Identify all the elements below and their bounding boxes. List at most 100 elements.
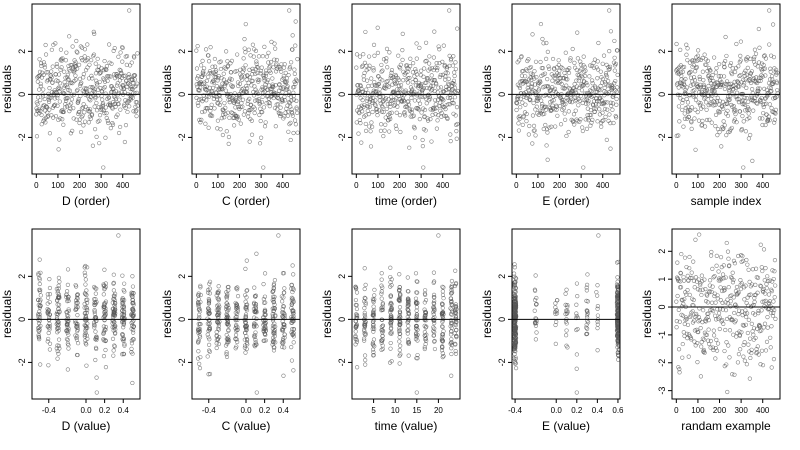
scatter-point [75,322,80,327]
scatter-point [414,41,419,46]
scatter-point [453,66,459,72]
scatter-point [432,106,437,112]
scatter-point [280,90,285,95]
scatter-point [397,305,403,310]
scatter-point [229,70,234,75]
scatter-point [595,348,600,353]
scatter-point [706,318,711,323]
scatter-point [220,87,225,92]
scatter-point [431,270,437,275]
y-tick-label: 2 [337,274,347,279]
scatter-point [565,304,570,309]
scatter-point [749,282,755,287]
scatter-point [216,289,221,294]
scatter-point [283,98,288,103]
scatter-point [753,51,759,56]
scatter-point [607,8,612,13]
scatter-point [588,112,594,118]
scatter-point [194,66,200,71]
scatter-point [43,42,48,48]
scatter-point [37,277,42,282]
scatter-point [711,98,717,104]
scatter-point [577,98,583,103]
scatter-point [379,109,384,114]
scatter-point [768,69,773,74]
scatter-point [681,278,687,283]
scatter-point [121,302,126,307]
scatter-point [404,91,409,96]
scatter-point [47,324,53,329]
scatter-point [40,106,45,111]
scatter-point [533,273,538,278]
scatter-point [738,39,744,44]
scatter-point [202,66,207,71]
scatter-point [445,95,451,100]
scatter-point [696,48,701,53]
scatter-point [687,70,692,75]
scatter-point [414,390,419,395]
scatter-point [702,350,707,355]
scatter-point [353,297,359,303]
scatter-point [98,70,103,75]
scatter-point [56,294,61,300]
scatter-point [94,375,99,380]
scatter-point [42,65,48,70]
scatter-point [685,58,690,63]
scatter-point [362,327,367,332]
scatter-point [692,78,698,83]
data-points [514,8,620,170]
scatter-point [207,327,212,332]
scatter-point [195,43,200,49]
scatter-point [681,275,686,280]
scatter-point [64,336,70,342]
scatter-point [273,340,278,345]
scatter-point [713,300,718,305]
scatter-point [744,72,749,77]
scatter-point [194,48,199,53]
scatter-point [575,56,580,61]
scatter-point [287,65,293,70]
scatter-point [768,304,773,309]
scatter-point [91,322,97,327]
y-axis-label: residuals [640,65,654,113]
scatter-point [372,53,377,58]
scatter-point [674,299,679,304]
scatter-point [434,106,439,111]
y-tick-label: 0 [497,317,507,322]
scatter-point [568,56,573,61]
scatter-point [75,323,80,329]
scatter-point [615,48,620,53]
scatter-point [767,278,772,283]
scatter-point [613,78,618,84]
scatter-point [744,257,749,263]
scatter-point [355,83,360,88]
scatter-point [427,61,432,66]
scatter-point [371,353,376,358]
scatter-point [388,293,394,298]
scatter-point [549,124,554,129]
scatter-point [589,120,594,125]
scatter-point [405,340,411,345]
scatter-point [572,60,577,65]
scatter-point [47,341,53,346]
scatter-point [101,338,106,343]
scatter-point [281,65,287,70]
scatter-point [65,324,70,329]
scatter-point [676,307,681,313]
scatter-point [393,91,398,96]
scatter-point [45,77,51,83]
scatter-point [371,304,376,309]
scatter-point [675,260,680,265]
scatter-point [289,358,295,363]
scatter-point [439,311,445,316]
scatter-point [405,301,410,307]
scatter-point [371,324,376,330]
scatter-point [235,287,240,292]
scatter-point [120,45,125,50]
scatter-point [238,104,243,110]
x-tick-label: 15 [412,406,421,415]
scatter-point [613,61,619,66]
x-tick-label: 300 [94,181,108,190]
scatter-point [354,339,359,344]
